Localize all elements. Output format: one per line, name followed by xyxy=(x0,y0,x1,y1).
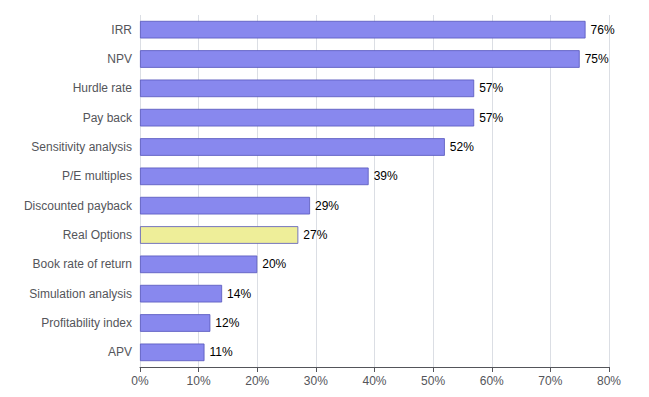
svg-text:P/E multiples: P/E multiples xyxy=(62,169,132,183)
svg-text:60%: 60% xyxy=(480,374,504,388)
svg-text:50%: 50% xyxy=(421,374,445,388)
svg-text:10%: 10% xyxy=(187,374,211,388)
svg-text:39%: 39% xyxy=(374,169,398,183)
svg-text:12%: 12% xyxy=(215,316,239,330)
svg-text:Book rate of return: Book rate of return xyxy=(33,257,132,271)
svg-text:76%: 76% xyxy=(591,23,615,37)
svg-text:40%: 40% xyxy=(362,374,386,388)
svg-text:75%: 75% xyxy=(585,52,609,66)
svg-text:Pay back: Pay back xyxy=(83,111,133,125)
svg-text:Sensitivity analysis: Sensitivity analysis xyxy=(31,140,132,154)
svg-text:57%: 57% xyxy=(479,81,503,95)
svg-text:IRR: IRR xyxy=(111,23,132,37)
svg-text:Profitability index: Profitability index xyxy=(41,316,132,330)
svg-text:14%: 14% xyxy=(227,287,251,301)
svg-text:27%: 27% xyxy=(303,228,327,242)
svg-text:NPV: NPV xyxy=(107,52,132,66)
svg-text:20%: 20% xyxy=(262,257,286,271)
svg-text:Discounted payback: Discounted payback xyxy=(24,199,133,213)
svg-text:11%: 11% xyxy=(209,345,232,359)
svg-text:Simulation analysis: Simulation analysis xyxy=(29,287,132,301)
svg-text:57%: 57% xyxy=(479,111,503,125)
svg-text:30%: 30% xyxy=(304,374,328,388)
svg-text:20%: 20% xyxy=(245,374,269,388)
svg-text:52%: 52% xyxy=(450,140,474,154)
svg-text:70%: 70% xyxy=(538,374,562,388)
svg-text:Hurdle rate: Hurdle rate xyxy=(73,81,133,95)
svg-text:Real Options: Real Options xyxy=(63,228,132,242)
svg-text:APV: APV xyxy=(108,345,132,359)
svg-text:80%: 80% xyxy=(597,374,621,388)
svg-text:29%: 29% xyxy=(315,199,339,213)
svg-text:0%: 0% xyxy=(131,374,149,388)
